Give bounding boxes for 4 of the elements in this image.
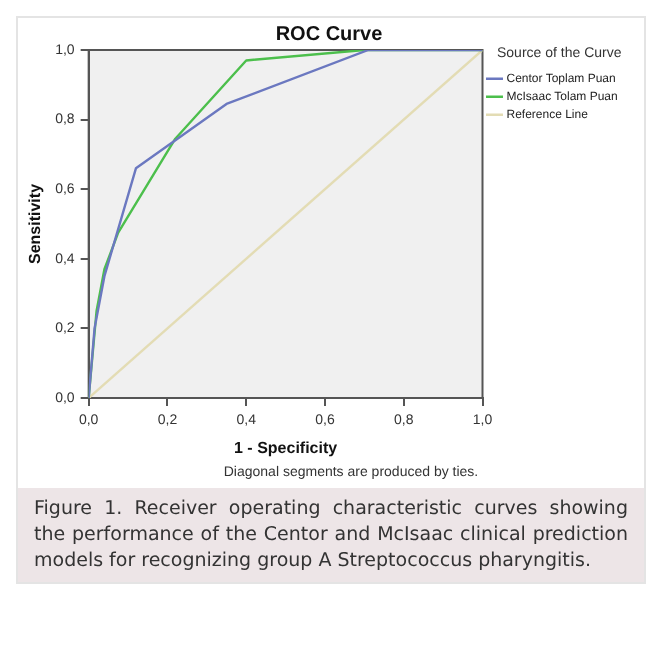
y-axis-title: Sensitivity (26, 182, 45, 265)
chart-title: ROC Curve (275, 23, 384, 46)
x-axis-title: 1 - Specificity (234, 438, 339, 457)
caption: Figure 1. Receiver operating characteristic curves showing the performance of the Centor and McIsaac clinical prediction models for recognizing group A Streptococcus pharyngitis. (18, 488, 644, 582)
